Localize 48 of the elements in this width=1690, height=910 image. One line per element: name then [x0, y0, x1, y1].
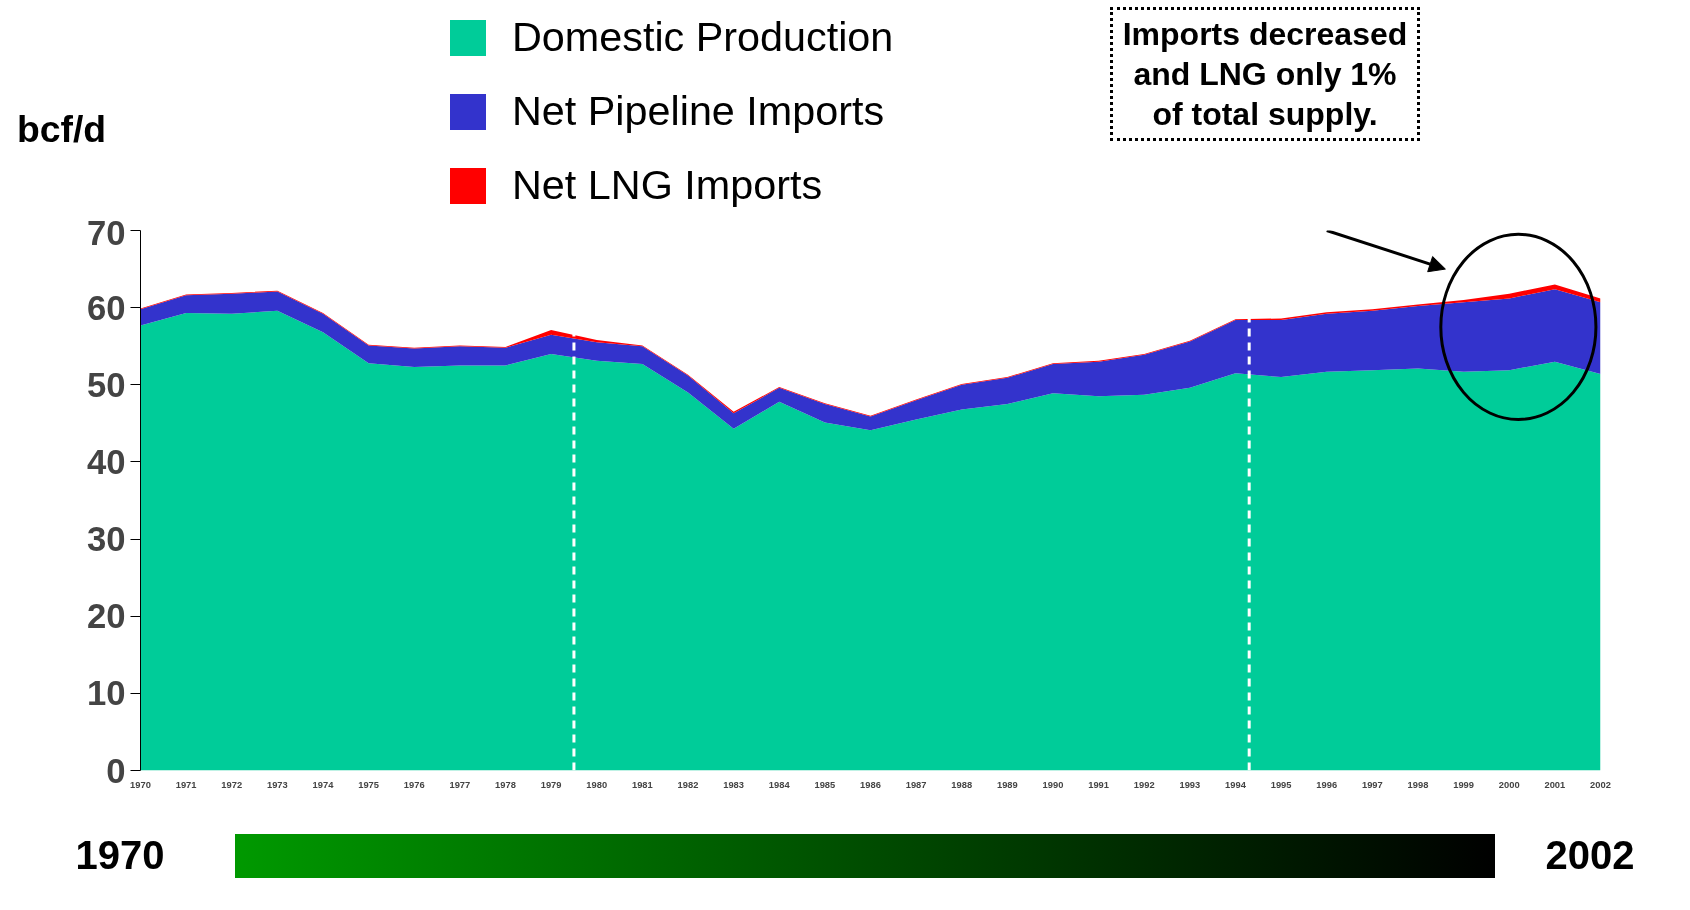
- x-tick-label: 1984: [768, 779, 791, 790]
- text: 1970: [74, 832, 166, 879]
- y-tick-label: 20: [86, 597, 126, 636]
- legend-label: Net Pipeline Imports: [512, 87, 885, 137]
- x-tick-label: 1983: [723, 779, 745, 790]
- x-tick-label: 1975: [358, 779, 380, 790]
- x-tick-label: 1981: [632, 779, 653, 790]
- x-tick-label: 1972: [221, 779, 243, 790]
- legend-label: Domestic Production: [512, 13, 894, 63]
- y-tick-label: 30: [86, 520, 126, 559]
- x-tick-label: 1987: [905, 779, 927, 790]
- x-tick-label: 1982: [677, 779, 699, 790]
- x-tick-label: 1994: [1225, 779, 1247, 790]
- x-tick-label: 1976: [403, 779, 425, 790]
- x-tick-label: 1998: [1407, 779, 1429, 790]
- y-tick-label: 40: [86, 442, 126, 481]
- y-tick-label: 10: [86, 674, 126, 713]
- x-tick-label: 1995: [1270, 779, 1292, 790]
- x-tick-label: 1973: [267, 779, 288, 790]
- x-tick-label: 1997: [1362, 779, 1383, 790]
- x-tick-label: 1986: [860, 779, 881, 790]
- x-tick-label: 1991: [1088, 779, 1110, 790]
- x-tick-label: 1996: [1316, 779, 1338, 790]
- x-tick-label: 1989: [997, 779, 1018, 790]
- x-tick-label: 1985: [814, 779, 836, 790]
- x-tick-label: 1988: [951, 779, 973, 790]
- x-tick-label: 1993: [1179, 779, 1201, 790]
- picture-callout: Imports decreased and LNG only 1% of total supply.: [1110, 7, 1420, 141]
- y-tick-label: 70: [86, 213, 126, 252]
- y-tick-label: 0: [106, 751, 126, 790]
- x-tick-label: 1970: [130, 779, 151, 790]
- x-tick-label: 1977: [449, 779, 471, 790]
- x-tick-label: 1999: [1453, 779, 1475, 790]
- legend-label: Net LNG Imports: [512, 161, 823, 211]
- x-tick-label: 1978: [495, 779, 516, 790]
- y-axis-title: bcf/d: [17, 107, 107, 152]
- text: 2002: [1544, 832, 1636, 879]
- x-tick-label: 1990: [1042, 779, 1064, 790]
- y-tick-label: 50: [86, 365, 126, 404]
- x-tick-label: 2002: [1590, 779, 1611, 790]
- y-tick-label: 60: [86, 288, 126, 327]
- x-tick-label: 1971: [175, 779, 197, 790]
- x-tick-label: 1992: [1133, 779, 1155, 790]
- x-tick-label: 2000: [1498, 779, 1520, 790]
- x-tick-label: 1980: [586, 779, 608, 790]
- x-tick-label: 1974: [312, 779, 335, 790]
- x-tick-label: 2001: [1544, 779, 1566, 790]
- x-tick-label: 1979: [540, 779, 562, 790]
